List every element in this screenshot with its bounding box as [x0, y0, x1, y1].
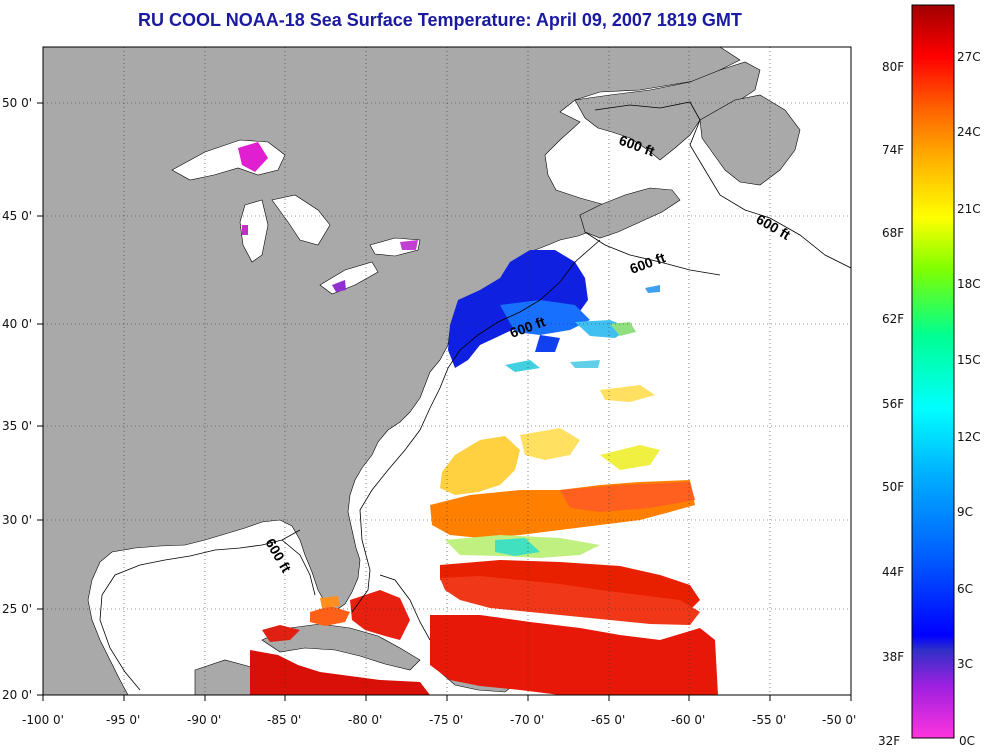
- colorbar-c-label: 15C: [957, 353, 981, 367]
- graticule: [43, 47, 851, 695]
- colorbar-f-label: 50F: [882, 480, 905, 494]
- lon-label: -100 0': [22, 713, 64, 727]
- map-title: RU COOL NOAA-18 Sea Surface Temperature:…: [138, 10, 742, 30]
- sst-cold-shelf: [448, 250, 660, 372]
- colorbar-f-label: 62F: [882, 312, 905, 326]
- axis-ticks: [37, 102, 852, 701]
- lon-label: -55 0': [752, 713, 786, 727]
- lat-label: 25 0': [2, 602, 32, 616]
- colorbar-c-label: 9C: [957, 505, 974, 519]
- colorbar-c-label: 3C: [957, 657, 974, 671]
- colorbar-c-label: 21C: [957, 202, 981, 216]
- lon-label: -50 0': [822, 713, 856, 727]
- colorbar-f-label: 56F: [882, 397, 905, 411]
- lat-label: 50 0': [2, 96, 32, 110]
- sst-mid-atlantic: [430, 385, 695, 558]
- colorbar-c-label: 12C: [957, 430, 981, 444]
- lon-label: -70 0': [510, 713, 544, 727]
- lon-label: -85 0': [267, 713, 301, 727]
- sst-warm-south: [250, 560, 718, 695]
- north-america-land: [43, 47, 741, 695]
- lon-label: -95 0': [106, 713, 140, 727]
- colorbar-f-label: 38F: [882, 650, 905, 664]
- lat-label: 30 0': [2, 513, 32, 527]
- lat-label: 40 0': [2, 317, 32, 331]
- colorbar-f-label: 44F: [882, 565, 905, 579]
- lat-label: 20 0': [2, 688, 32, 702]
- colorbar-f-label: 74F: [882, 143, 905, 157]
- colorbar-c-label: 27C: [957, 50, 981, 64]
- colorbar-c-label: 24C: [957, 125, 981, 139]
- lat-label: 35 0': [2, 419, 32, 433]
- lon-label: -65 0': [591, 713, 625, 727]
- newfoundland-land: [699, 94, 801, 186]
- colorbar-c-label: 18C: [957, 277, 981, 291]
- lon-label: -75 0': [429, 713, 463, 727]
- colorbar-c-label: 0C: [959, 734, 976, 748]
- lake-sst-pixels: [238, 142, 418, 292]
- colorbar: [911, 4, 955, 739]
- colorbar-f-label: 80F: [882, 60, 905, 74]
- lon-label: -60 0': [671, 713, 705, 727]
- lon-label: -90 0': [187, 713, 221, 727]
- colorbar-f-label: 32F: [878, 734, 901, 748]
- colorbar-f-label: 68F: [882, 226, 905, 240]
- 600ft-contours: [99, 101, 851, 691]
- lat-label: 45 0': [2, 209, 32, 223]
- nova-scotia-land: [579, 187, 681, 239]
- colorbar-c-label: 6C: [957, 582, 974, 596]
- lon-label: -80 0': [348, 713, 382, 727]
